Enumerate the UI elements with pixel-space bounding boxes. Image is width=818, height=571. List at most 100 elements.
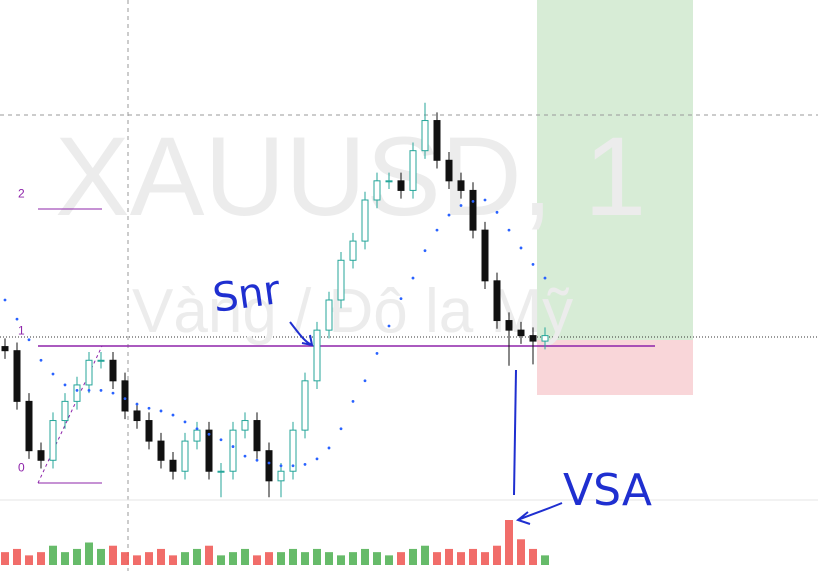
annotation: VSA xyxy=(563,465,652,516)
candle-body xyxy=(205,429,213,472)
candle-body xyxy=(97,359,105,362)
candle-body xyxy=(265,450,273,482)
candle-body xyxy=(313,329,321,382)
candle-body xyxy=(49,420,57,461)
ma-point xyxy=(279,464,283,468)
ma-point xyxy=(291,464,295,468)
ma-point xyxy=(231,445,235,448)
candle-body xyxy=(169,459,177,472)
candle-body xyxy=(133,410,141,422)
volume-bar xyxy=(181,552,189,565)
volume-bar xyxy=(193,548,201,565)
ma-point xyxy=(375,352,379,355)
candle-body xyxy=(193,429,201,442)
volume-bar xyxy=(217,555,225,565)
volume-bar xyxy=(493,545,501,565)
ma-point xyxy=(471,199,475,203)
ma-point xyxy=(171,413,175,417)
volume-bar xyxy=(469,548,477,565)
volume-bar xyxy=(289,548,297,565)
volume-bar xyxy=(277,552,285,565)
ma-point xyxy=(243,454,247,458)
volume-bar xyxy=(373,552,381,565)
candle-body xyxy=(457,180,465,191)
candle-body xyxy=(469,189,477,231)
volume-bar xyxy=(85,542,93,565)
candle-body xyxy=(229,429,237,472)
candle-body xyxy=(373,180,381,201)
ma-point xyxy=(159,409,163,413)
ma-point xyxy=(399,297,403,301)
candle-body xyxy=(325,299,333,331)
volume-bar xyxy=(265,552,273,565)
volume-bar xyxy=(457,552,465,565)
y-tick-label: 1 xyxy=(18,324,25,338)
ma-point xyxy=(39,358,43,362)
volume-bar xyxy=(421,545,429,565)
volume-bar xyxy=(205,545,213,565)
volume-bar xyxy=(481,552,489,565)
ma-point xyxy=(111,391,115,395)
volume-bar xyxy=(253,555,261,565)
annotation: Snr xyxy=(210,267,283,322)
watermark-title: XAUUSD, 1 xyxy=(55,114,646,239)
ma-point xyxy=(135,402,139,406)
candle-body xyxy=(301,380,309,431)
volume-bar xyxy=(325,552,333,565)
ma-point xyxy=(207,432,211,436)
volume-bar xyxy=(145,552,153,565)
ma-point xyxy=(147,406,151,410)
profit-zone xyxy=(537,0,693,340)
candle-body xyxy=(541,335,549,342)
volume-bar xyxy=(169,555,177,565)
volume-bar xyxy=(121,552,129,565)
candle-body xyxy=(517,329,525,337)
candle-body xyxy=(61,400,69,422)
ma-point xyxy=(51,372,55,376)
candle-body xyxy=(109,359,117,382)
volume-bar xyxy=(529,548,537,565)
candle-body xyxy=(505,320,513,331)
volume-bar xyxy=(409,548,417,565)
candle-body xyxy=(121,380,129,412)
candle-body xyxy=(181,440,189,472)
volume-bar xyxy=(157,548,165,565)
ma-point xyxy=(183,420,187,424)
vsa-line xyxy=(513,369,517,496)
ma-point xyxy=(363,379,367,383)
volume-bar xyxy=(133,555,141,565)
ma-point xyxy=(255,458,259,462)
ma-point xyxy=(423,249,427,253)
ma-point xyxy=(519,246,523,250)
arrow xyxy=(289,321,314,347)
volume-bar xyxy=(361,548,369,565)
candle-body xyxy=(385,180,393,183)
ma-point xyxy=(3,298,7,302)
volume-bar xyxy=(229,552,237,565)
candle-body xyxy=(241,420,249,431)
candle-body xyxy=(349,240,357,261)
ma-point xyxy=(99,389,103,392)
ma-point xyxy=(87,389,91,392)
volume-bar xyxy=(313,548,321,565)
candle-body xyxy=(253,420,261,452)
ma-point xyxy=(435,228,439,232)
candle-body xyxy=(13,350,21,402)
candle-body xyxy=(145,420,153,442)
ma-point xyxy=(27,338,31,342)
candle-body xyxy=(529,335,537,342)
ma-point xyxy=(267,461,271,465)
volume-bar xyxy=(37,552,45,565)
ma-point xyxy=(483,198,487,202)
volume-bar xyxy=(433,552,441,565)
candle-body xyxy=(481,229,489,282)
ma-point xyxy=(447,213,451,217)
ma-point xyxy=(495,210,499,214)
candle-body xyxy=(277,470,285,482)
watermark-subtitle: Vàng / Đô la Mỹ xyxy=(132,277,573,346)
volume-bar xyxy=(109,545,117,565)
volume-bar xyxy=(301,552,309,565)
ma-point xyxy=(459,204,463,207)
volume-bar xyxy=(97,548,105,565)
